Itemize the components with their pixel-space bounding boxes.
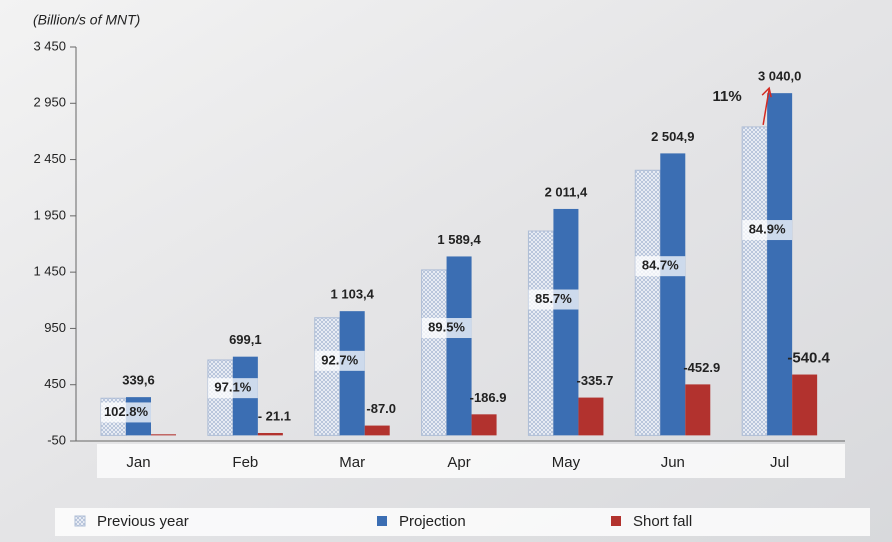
value-label: 699,1	[229, 332, 262, 347]
value-label: -540.4	[787, 350, 830, 367]
value-label: -335.7	[576, 373, 613, 388]
x-tick-label: Apr	[447, 454, 470, 471]
value-label: 339,6	[122, 373, 155, 388]
bar	[767, 93, 793, 436]
performance-label-bg	[742, 220, 793, 241]
performance-label: 97.1%	[214, 380, 251, 395]
legend-band	[55, 508, 870, 536]
y-tick-label: 1 450	[33, 264, 66, 279]
y-tick-label: 1 950	[33, 207, 66, 222]
bar	[741, 126, 768, 436]
value-label: 1 103,4	[331, 287, 375, 302]
x-tick-label: Jan	[126, 454, 150, 471]
bar	[446, 256, 472, 436]
x-tick-label: Feb	[232, 454, 258, 471]
legend-label: Projection	[399, 513, 466, 530]
bar	[471, 414, 497, 436]
y-tick-label: 2 950	[33, 95, 66, 110]
y-tick-label: 950	[44, 320, 66, 335]
value-label: -87.0	[366, 401, 396, 416]
performance-label-bg	[421, 318, 472, 339]
bar	[339, 311, 365, 436]
y-tick-label: 3 450	[33, 38, 66, 53]
performance-label: 84.7%	[642, 258, 679, 273]
y-tick-label: 2 450	[33, 151, 66, 166]
x-tick-label: Jul	[770, 454, 789, 471]
legend-label: Short fall	[633, 513, 692, 530]
performance-label-bg	[314, 350, 365, 371]
bar	[364, 425, 390, 436]
value-label: 3 040,0	[758, 69, 801, 84]
value-label: - 21.1	[258, 408, 291, 423]
performance-label-bg	[635, 256, 686, 277]
bar	[792, 374, 818, 436]
value-label: -186.9	[470, 390, 507, 405]
bar	[527, 230, 554, 436]
chart-title: (Billion/s of MNT)	[33, 12, 140, 28]
value-label: 1 589,4	[437, 232, 481, 247]
y-tick-label: -50	[47, 432, 66, 447]
growth-annotation: 11%	[713, 88, 742, 105]
x-tick-label: Mar	[339, 454, 365, 471]
x-axis-band	[97, 444, 845, 478]
bar	[314, 317, 341, 436]
performance-label-bg	[528, 289, 579, 310]
bar	[578, 397, 604, 436]
bar	[553, 208, 579, 436]
bar	[660, 153, 686, 436]
performance-label: 92.7%	[321, 352, 358, 367]
performance-label: 84.9%	[749, 221, 786, 236]
bar	[257, 432, 283, 436]
performance-label-bg	[101, 402, 151, 423]
performance-label: 89.5%	[428, 319, 465, 334]
bar	[634, 169, 661, 436]
y-tick-label: 450	[44, 376, 66, 391]
value-label: -452.9	[683, 360, 720, 375]
x-tick-label: Jun	[661, 454, 685, 471]
bar	[685, 384, 711, 436]
growth-arrowhead	[761, 86, 772, 98]
x-tick-label: May	[552, 454, 581, 471]
bar	[151, 434, 176, 436]
growth-arrow	[762, 89, 770, 126]
legend-swatch	[611, 516, 621, 526]
value-label: 2 011,4	[545, 184, 588, 199]
legend-label: Previous year	[97, 513, 189, 530]
performance-label: 85.7%	[535, 291, 572, 306]
performance-label: 102.8%	[104, 404, 149, 419]
legend-swatch	[377, 516, 387, 526]
bar	[421, 269, 448, 436]
value-label: 2 504,9	[651, 129, 694, 144]
legend-swatch	[74, 515, 86, 527]
performance-label-bg	[207, 378, 258, 399]
